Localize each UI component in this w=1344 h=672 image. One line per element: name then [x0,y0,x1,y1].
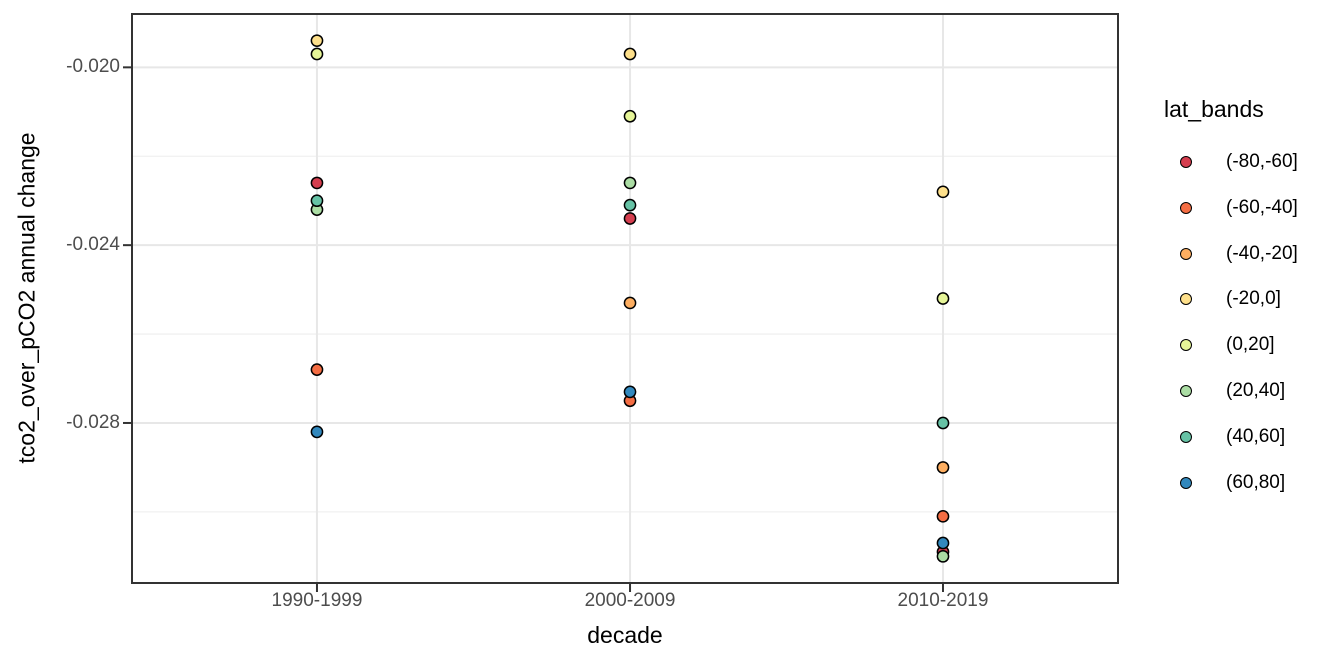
data-point [310,47,324,61]
data-point [936,416,950,430]
data-point [936,292,950,305]
data-point [623,47,637,61]
data-point [936,549,950,563]
data-point [936,536,950,550]
data-point [310,425,324,439]
data-point [623,176,637,190]
data-point [310,363,324,376]
data-point [623,212,637,225]
data-point [623,109,637,123]
data-point [936,509,950,523]
data-point [936,185,950,199]
data-point [623,198,637,212]
x-tick-label: 2000-2009 [584,590,676,611]
y-tick-label: -0.020 [66,56,120,78]
data-point [623,385,637,399]
panel-border [131,13,1119,584]
x-axis-title: decade [587,622,663,648]
y-tick-label: -0.024 [66,234,120,256]
data-point [310,176,324,190]
data-point [310,34,324,48]
data-point [310,194,324,208]
x-tick-label: 1990-1999 [271,590,363,611]
plot-panel [132,14,1118,583]
data-point [623,296,637,310]
data-point [936,461,950,474]
y-tick-label: -0.028 [66,411,120,433]
x-tick-label: 2010-2019 [897,590,989,611]
